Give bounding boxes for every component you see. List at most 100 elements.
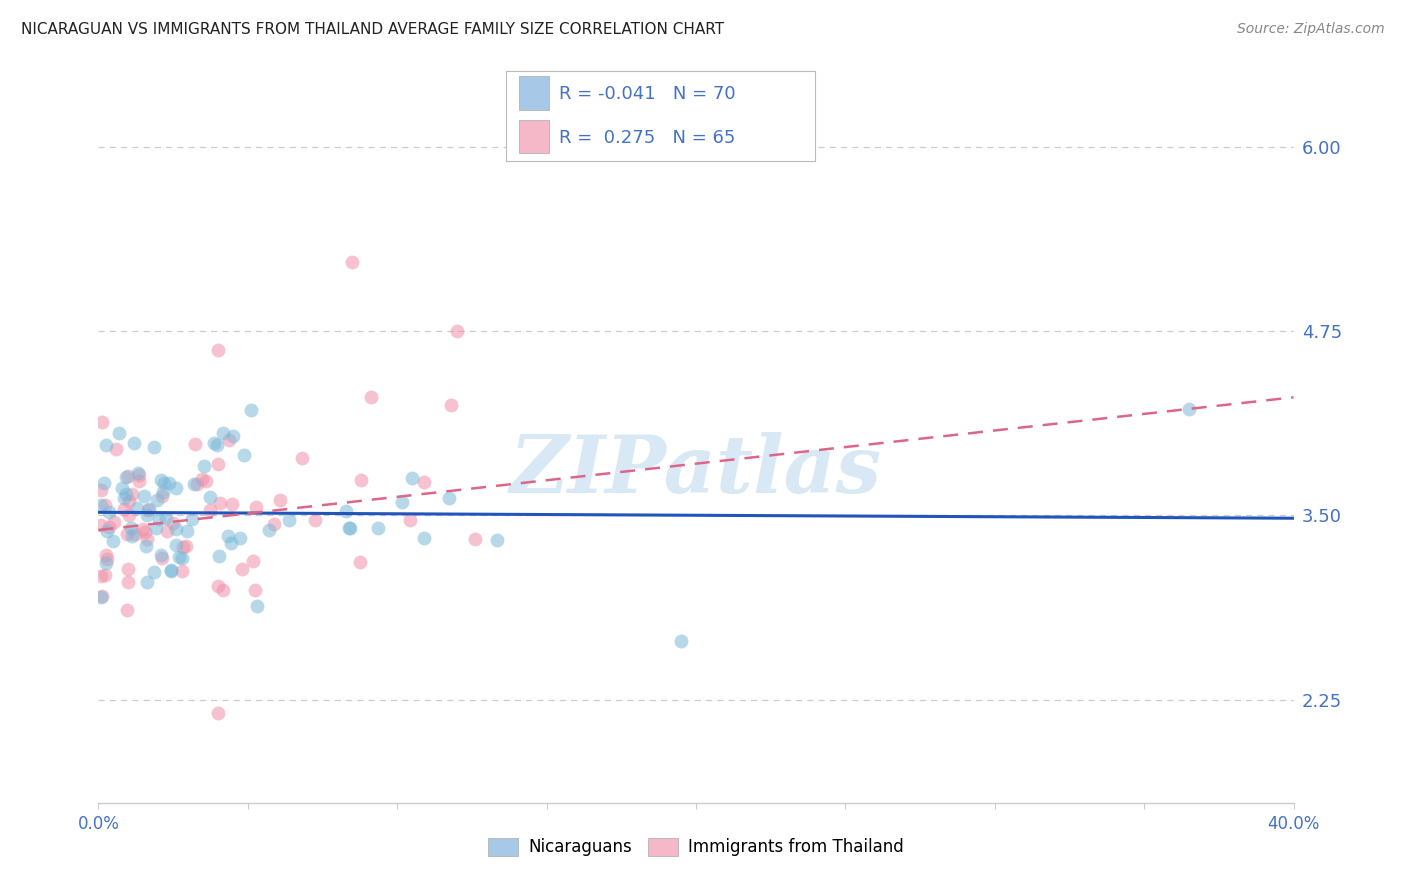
Point <box>165 522 187 536</box>
Point <box>246 599 269 614</box>
Point <box>231 562 253 576</box>
FancyBboxPatch shape <box>519 76 550 110</box>
Point <box>412 532 434 546</box>
Point <box>160 564 183 578</box>
Point <box>243 582 266 597</box>
Point <box>291 450 314 465</box>
Point <box>128 474 150 488</box>
Point <box>170 551 193 566</box>
Point <box>398 513 420 527</box>
Point <box>277 513 299 527</box>
Point <box>155 511 177 525</box>
Point <box>176 539 198 553</box>
Point <box>337 521 360 535</box>
Point <box>157 475 180 490</box>
Point <box>150 551 173 566</box>
Point <box>90 498 112 512</box>
Point <box>153 475 176 490</box>
Point <box>118 494 141 508</box>
Point <box>96 524 118 538</box>
Point <box>94 438 117 452</box>
Point <box>200 490 222 504</box>
Point <box>232 448 254 462</box>
Point <box>136 503 159 517</box>
Point <box>229 531 252 545</box>
Point <box>217 529 239 543</box>
Point <box>117 469 139 483</box>
Point <box>108 425 131 440</box>
Text: R = -0.041   N = 70: R = -0.041 N = 70 <box>558 85 735 103</box>
Point <box>90 518 112 533</box>
Point <box>207 457 229 471</box>
Point <box>135 539 157 553</box>
Point <box>186 477 208 491</box>
Point <box>94 548 117 562</box>
Point <box>208 496 231 510</box>
Point <box>117 562 139 576</box>
Point <box>464 533 486 547</box>
Point <box>156 524 179 538</box>
Point <box>103 534 125 549</box>
Point <box>191 472 214 486</box>
Point <box>1178 402 1201 417</box>
Point <box>221 497 243 511</box>
Point <box>207 706 229 720</box>
Point <box>112 491 135 505</box>
Point <box>211 583 233 598</box>
Point <box>304 513 326 527</box>
Point <box>152 489 174 503</box>
Point <box>90 483 112 497</box>
Point <box>125 500 148 515</box>
Point <box>335 504 357 518</box>
Point <box>437 491 460 505</box>
Point <box>218 433 240 447</box>
Legend: Nicaraguans, Immigrants from Thailand: Nicaraguans, Immigrants from Thailand <box>481 831 911 863</box>
Point <box>207 343 229 358</box>
Point <box>145 493 167 508</box>
Point <box>122 436 145 450</box>
Point <box>413 475 436 490</box>
Point <box>165 481 187 495</box>
Point <box>132 522 155 536</box>
Point <box>152 484 174 499</box>
Point <box>117 575 139 590</box>
Point <box>104 442 127 456</box>
Point <box>145 521 167 535</box>
Point <box>202 436 225 450</box>
Point <box>121 487 143 501</box>
Point <box>401 470 423 484</box>
Point <box>176 524 198 538</box>
Point <box>93 568 115 582</box>
Point <box>194 474 217 488</box>
Point <box>93 476 115 491</box>
Point <box>136 508 159 522</box>
Point <box>115 470 138 484</box>
Point <box>172 541 194 555</box>
Point <box>132 490 155 504</box>
Point <box>219 535 242 549</box>
Point <box>160 563 183 577</box>
Point <box>198 503 221 517</box>
Point <box>269 492 291 507</box>
Point <box>360 390 382 404</box>
Point <box>257 523 280 537</box>
Point <box>169 549 191 564</box>
Point <box>127 466 149 480</box>
Point <box>207 579 229 593</box>
Point <box>90 415 112 429</box>
Point <box>242 553 264 567</box>
Point <box>112 502 135 516</box>
Point <box>120 521 142 535</box>
Point <box>193 458 215 473</box>
Point <box>339 521 361 535</box>
Text: Source: ZipAtlas.com: Source: ZipAtlas.com <box>1237 22 1385 37</box>
Point <box>446 324 468 338</box>
Point <box>97 505 120 519</box>
Point <box>222 429 245 443</box>
Point <box>207 438 229 452</box>
Point <box>134 524 156 539</box>
Point <box>98 520 121 534</box>
Point <box>90 569 112 583</box>
Point <box>183 477 205 491</box>
Point <box>349 556 371 570</box>
